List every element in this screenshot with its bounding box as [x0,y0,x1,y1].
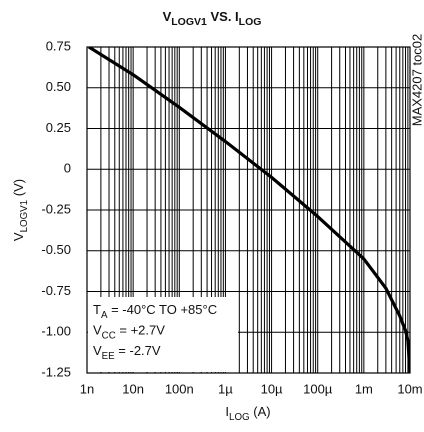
annotation-background [88,297,238,372]
x-tick-label: 100µ [303,381,333,396]
annotation-part: V [93,343,102,358]
chart-title: VLOGV1 VS. ILOG [163,9,262,28]
line [88,47,410,373]
y-axis-label-part: (V) [11,179,26,200]
y-tick-label: 0.75 [46,38,71,53]
y-tick-label: 0.25 [46,120,71,135]
annotation: VCC = +2.7V [93,323,165,341]
y-tick-label: -1.00 [41,324,71,339]
y-axis-label: VLOGV1 (V) [11,179,29,241]
side-note: MAX4207 toc02 [409,34,424,127]
y-tick-label: -0.75 [41,283,71,298]
x-tick-label: 10µ [261,381,283,396]
y-tick-label: -0.25 [41,201,71,216]
annotation-part: = -2.7V [115,343,161,358]
x-axis-label: ILOG (A) [225,404,270,422]
annotation-part: A [101,309,108,320]
x-axis-label-part: (A) [250,404,271,419]
chart-title-part: V [163,9,172,24]
x-axis-label-part: LOG [229,411,250,422]
chart-title-part: LOG [239,16,262,28]
x-tick-label: 10n [122,381,144,396]
x-axis-label-part: I [225,404,229,419]
y-tick-label: -1.25 [41,364,71,379]
x-tick-label: 1µ [218,381,233,396]
chart-title-part: VS. I [207,9,239,24]
x-tick-label: 100n [165,381,194,396]
annotation: TA = -40°C TO +85°C [93,302,217,320]
y-tick-label: 0.50 [46,79,71,94]
x-tick-label: 1m [355,381,373,396]
y-tick-label: 0 [64,161,71,176]
y-tick-label: -0.50 [41,242,71,257]
x-tick-label: 1n [80,381,94,396]
annotation-part: V [93,323,102,338]
series-group [88,47,410,373]
y-axis-label-part: LOGV1 [18,200,29,233]
annotation-part: T [93,302,101,317]
chart-title-part: LOGV1 [171,16,207,28]
annotation: VEE = -2.7V [93,343,161,361]
annotation-part: = -40°C TO +85°C [107,302,217,317]
annotation-part: = +2.7V [116,323,165,338]
annotation-part: EE [102,350,116,361]
x-tick-label: 10m [397,381,422,396]
y-axis-label-part: V [11,232,26,241]
annotation-part: CC [102,330,116,341]
